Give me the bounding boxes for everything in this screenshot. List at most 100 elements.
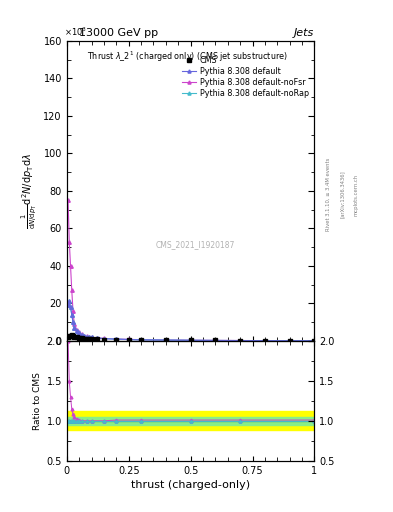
Pythia 8.308 default-noFsr [188,337,193,343]
CMS [94,336,99,343]
CMS [87,336,92,342]
Pythia 8.308 default [82,333,86,339]
Pythia 8.308 default-noRap [139,337,143,343]
Pythia 8.308 default-noFsr [87,334,92,340]
Pythia 8.308 default [67,298,72,305]
Pythia 8.308 default-noRap [68,304,73,310]
Pythia 8.308 default [84,333,89,339]
Pythia 8.308 default-noFsr [72,321,77,327]
Pythia 8.308 default-noRap [67,298,72,305]
Pythia 8.308 default-noRap [188,337,193,344]
Pythia 8.308 default-noRap [287,337,292,344]
CMS [70,332,74,338]
CMS [238,337,242,344]
Pythia 8.308 default-noRap [101,335,106,342]
Pythia 8.308 default-noRap [77,330,82,336]
Pythia 8.308 default [163,337,168,343]
Pythia 8.308 default [238,337,242,344]
CMS [67,333,72,339]
Pythia 8.308 default-noFsr [70,287,74,293]
Pythia 8.308 default-noFsr [79,331,84,337]
Pythia 8.308 default [127,336,131,343]
CMS [89,336,94,342]
Pythia 8.308 default-noFsr [127,336,131,343]
CMS [77,335,82,341]
Pythia 8.308 default-noRap [163,337,168,343]
Pythia 8.308 default-noFsr [213,337,218,344]
Pythia 8.308 default-noRap [70,311,74,317]
Pythia 8.308 default-noFsr [68,263,73,269]
Text: $\times10^3$: $\times10^3$ [64,26,87,38]
Pythia 8.308 default [101,335,106,342]
Pythia 8.308 default-noRap [72,325,77,331]
Pythia 8.308 default-noRap [89,334,94,340]
Text: [arXiv:1306.3436]: [arXiv:1306.3436] [340,170,344,219]
Pythia 8.308 default [68,304,73,310]
Pythia 8.308 default-noRap [71,319,75,325]
Pythia 8.308 default-noFsr [101,335,106,342]
Legend: CMS, Pythia 8.308 default, Pythia 8.308 default-noFsr, Pythia 8.308 default-noRa: CMS, Pythia 8.308 default, Pythia 8.308 … [180,54,310,99]
Pythia 8.308 default-noRap [82,333,86,339]
Bar [67,411,314,431]
Pythia 8.308 default-noFsr [238,337,242,344]
Line: CMS: CMS [66,333,316,343]
Pythia 8.308 default-noRap [312,338,317,344]
Pythia 8.308 default [312,338,317,344]
CMS [66,334,70,340]
Pythia 8.308 default-noFsr [67,239,72,245]
CMS [114,337,119,343]
CMS [71,333,75,339]
CMS [101,336,106,343]
Pythia 8.308 default-noFsr [139,337,143,343]
Pythia 8.308 default-noRap [79,332,84,338]
Pythia 8.308 default [139,337,143,343]
Pythia 8.308 default-noRap [94,335,99,341]
CMS [127,337,131,343]
Pythia 8.308 default [71,319,75,325]
Y-axis label: Ratio to CMS: Ratio to CMS [33,372,42,430]
Pythia 8.308 default [213,337,218,344]
CMS [82,335,86,342]
Pythia 8.308 default [114,336,119,342]
Pythia 8.308 default-noFsr [263,337,267,344]
Pythia 8.308 default-noRap [263,337,267,344]
Text: mcplots.cern.ch: mcplots.cern.ch [353,174,358,216]
Pythia 8.308 default-noRap [127,336,131,343]
Pythia 8.308 default [89,334,94,340]
CMS [312,338,317,344]
Pythia 8.308 default [94,335,99,341]
Pythia 8.308 default [87,334,92,340]
CMS [188,337,193,344]
Pythia 8.308 default-noFsr [163,337,168,343]
Pythia 8.308 default-noRap [84,333,89,339]
Pythia 8.308 default [263,337,267,344]
Bar [67,417,314,425]
CMS [68,332,73,338]
Pythia 8.308 default-noRap [238,337,242,344]
CMS [74,334,79,340]
CMS [287,337,292,344]
Text: CMS_2021_I1920187: CMS_2021_I1920187 [156,240,235,249]
Pythia 8.308 default-noRap [74,328,79,334]
Pythia 8.308 default-noFsr [89,334,94,340]
Pythia 8.308 default-noRap [213,337,218,344]
Pythia 8.308 default-noRap [114,336,119,342]
CMS [72,334,77,340]
Pythia 8.308 default-noFsr [77,329,82,335]
Pythia 8.308 default-noFsr [114,336,119,342]
CMS [84,336,89,342]
Line: Pythia 8.308 default: Pythia 8.308 default [66,300,316,343]
Pythia 8.308 default-noFsr [66,197,70,203]
X-axis label: thrust (charged-only): thrust (charged-only) [131,480,250,490]
Pythia 8.308 default [74,328,79,334]
Pythia 8.308 default [79,332,84,338]
Pythia 8.308 default-noRap [66,302,70,308]
Pythia 8.308 default [287,337,292,344]
Pythia 8.308 default-noFsr [84,333,89,339]
Text: Rivet 3.1.10, ≥ 3.4M events: Rivet 3.1.10, ≥ 3.4M events [326,158,331,231]
Pythia 8.308 default [72,325,77,331]
Pythia 8.308 default [66,302,70,308]
Pythia 8.308 default [188,337,193,344]
CMS [139,337,143,343]
Pythia 8.308 default-noFsr [312,338,317,344]
